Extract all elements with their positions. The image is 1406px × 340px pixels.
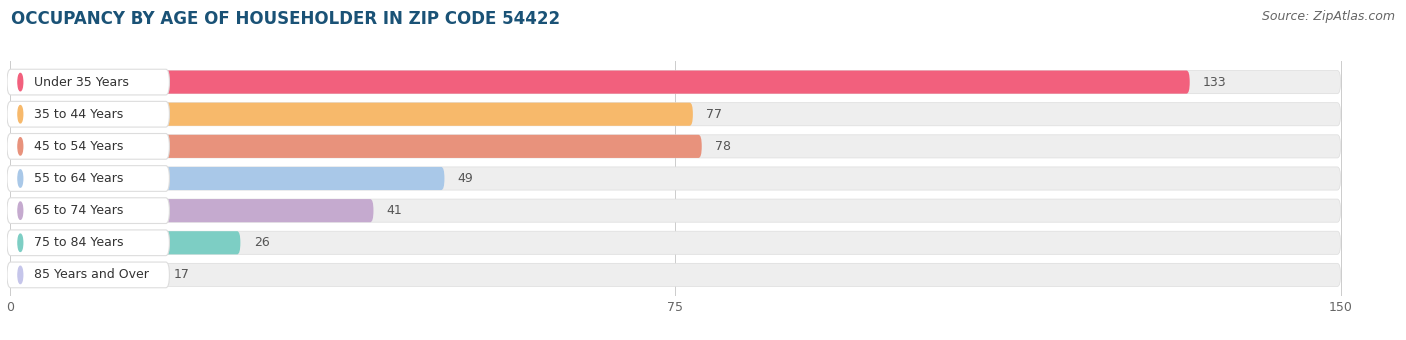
Circle shape bbox=[18, 138, 22, 155]
FancyBboxPatch shape bbox=[7, 166, 169, 191]
FancyBboxPatch shape bbox=[10, 199, 1340, 222]
FancyBboxPatch shape bbox=[10, 264, 160, 287]
Text: 17: 17 bbox=[174, 268, 190, 282]
FancyBboxPatch shape bbox=[10, 135, 1340, 158]
Text: 45 to 54 Years: 45 to 54 Years bbox=[34, 140, 122, 153]
Text: 65 to 74 Years: 65 to 74 Years bbox=[34, 204, 122, 217]
FancyBboxPatch shape bbox=[10, 70, 1340, 94]
FancyBboxPatch shape bbox=[7, 69, 169, 95]
Text: 55 to 64 Years: 55 to 64 Years bbox=[34, 172, 122, 185]
Circle shape bbox=[18, 266, 22, 284]
Text: 26: 26 bbox=[253, 236, 270, 249]
FancyBboxPatch shape bbox=[7, 230, 169, 256]
FancyBboxPatch shape bbox=[10, 103, 693, 126]
FancyBboxPatch shape bbox=[10, 70, 1189, 94]
Circle shape bbox=[18, 202, 22, 219]
FancyBboxPatch shape bbox=[10, 167, 1340, 190]
FancyBboxPatch shape bbox=[10, 199, 374, 222]
Text: Source: ZipAtlas.com: Source: ZipAtlas.com bbox=[1261, 10, 1395, 23]
Text: 49: 49 bbox=[458, 172, 474, 185]
FancyBboxPatch shape bbox=[7, 198, 169, 223]
Text: 41: 41 bbox=[387, 204, 402, 217]
FancyBboxPatch shape bbox=[10, 167, 444, 190]
Text: 35 to 44 Years: 35 to 44 Years bbox=[34, 108, 122, 121]
Text: Under 35 Years: Under 35 Years bbox=[34, 75, 128, 89]
FancyBboxPatch shape bbox=[10, 264, 1340, 287]
Text: 85 Years and Over: 85 Years and Over bbox=[34, 268, 149, 282]
FancyBboxPatch shape bbox=[10, 135, 702, 158]
FancyBboxPatch shape bbox=[7, 134, 169, 159]
Text: OCCUPANCY BY AGE OF HOUSEHOLDER IN ZIP CODE 54422: OCCUPANCY BY AGE OF HOUSEHOLDER IN ZIP C… bbox=[11, 10, 561, 28]
Text: 133: 133 bbox=[1204, 75, 1226, 89]
Circle shape bbox=[18, 73, 22, 91]
Text: 75 to 84 Years: 75 to 84 Years bbox=[34, 236, 124, 249]
FancyBboxPatch shape bbox=[10, 231, 1340, 254]
Text: 78: 78 bbox=[716, 140, 731, 153]
FancyBboxPatch shape bbox=[7, 262, 169, 288]
FancyBboxPatch shape bbox=[10, 231, 240, 254]
Circle shape bbox=[18, 105, 22, 123]
Text: 77: 77 bbox=[706, 108, 723, 121]
Circle shape bbox=[18, 170, 22, 187]
FancyBboxPatch shape bbox=[7, 101, 169, 127]
Circle shape bbox=[18, 234, 22, 252]
FancyBboxPatch shape bbox=[10, 103, 1340, 126]
